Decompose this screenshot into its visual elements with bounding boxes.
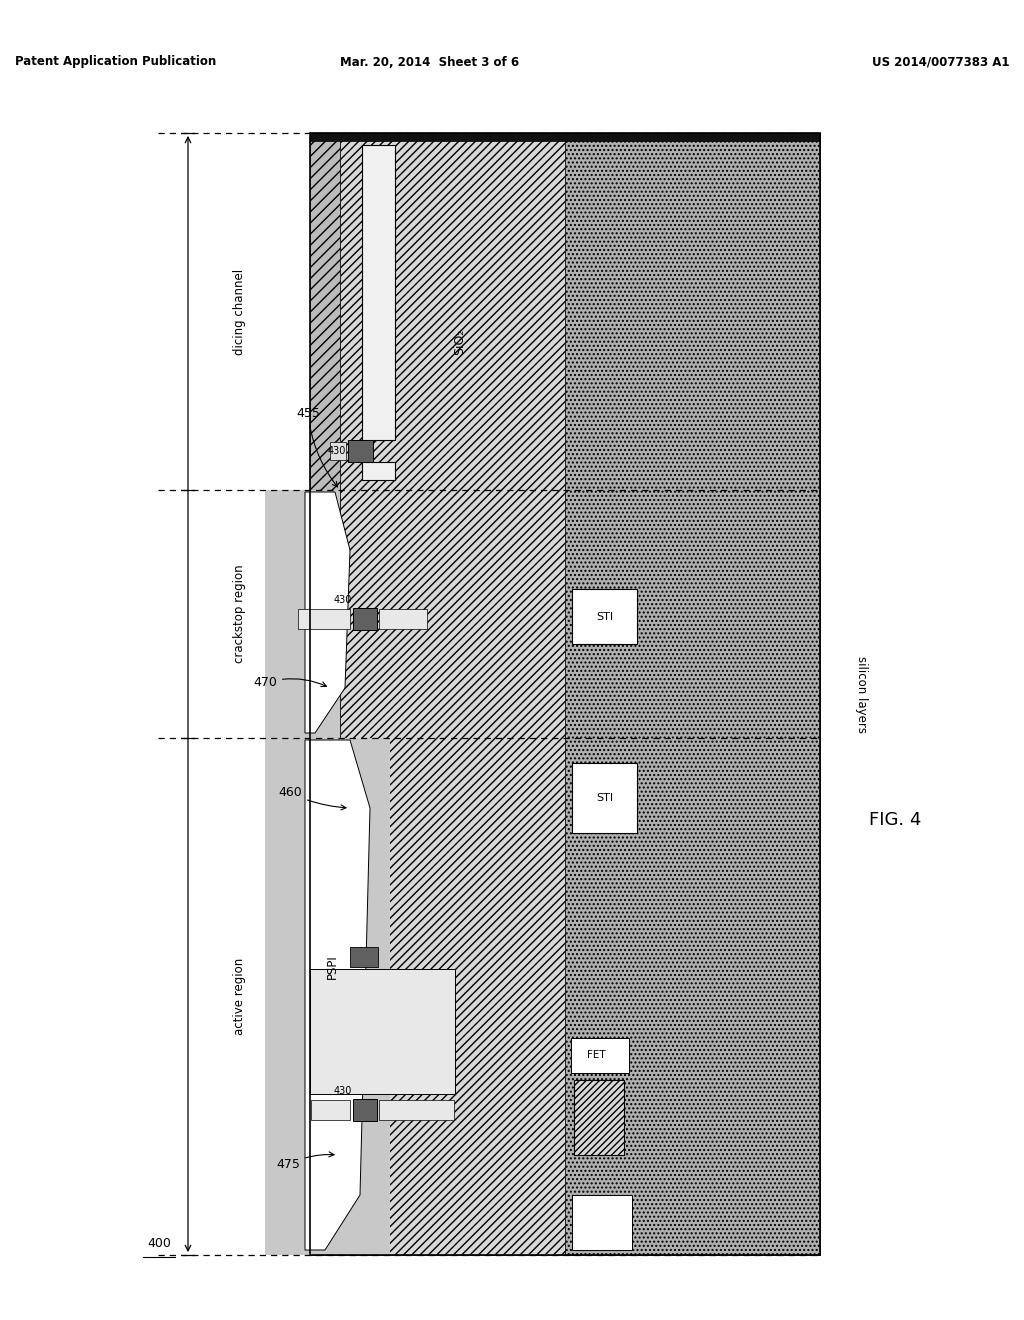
Bar (350, 946, 378, 968)
Bar (362, 145, 395, 440)
Text: SiO₂: SiO₂ (454, 329, 467, 355)
Polygon shape (305, 741, 370, 1250)
Text: active region: active region (233, 958, 247, 1035)
Text: 400: 400 (147, 1237, 171, 1250)
Text: Mar. 20, 2014  Sheet 3 of 6: Mar. 20, 2014 Sheet 3 of 6 (340, 55, 519, 69)
Text: 475: 475 (276, 1152, 334, 1172)
Text: 470: 470 (253, 676, 327, 689)
Bar (574, 1080, 624, 1155)
Text: US 2014/0077383 A1: US 2014/0077383 A1 (872, 55, 1010, 69)
Bar (310, 969, 455, 1094)
Bar (572, 1195, 632, 1250)
Bar (310, 133, 340, 1255)
Text: 430: 430 (334, 595, 352, 605)
Bar (348, 440, 373, 462)
Bar (265, 738, 390, 1255)
Text: 455: 455 (296, 407, 338, 487)
Text: STI: STI (596, 611, 613, 622)
Bar (353, 609, 377, 630)
Bar (310, 133, 820, 1255)
Bar (311, 1100, 350, 1119)
Bar (298, 609, 350, 630)
Text: 430: 430 (328, 446, 346, 455)
Text: FET: FET (587, 1049, 605, 1060)
Text: STI: STI (596, 793, 613, 803)
Text: silicon layers: silicon layers (855, 656, 868, 733)
Text: Patent Application Publication: Patent Application Publication (15, 55, 216, 69)
Bar (571, 1038, 629, 1073)
Text: FIG. 4: FIG. 4 (868, 810, 922, 829)
Polygon shape (305, 492, 350, 733)
Bar (330, 442, 346, 459)
Bar (565, 133, 820, 1255)
Bar (572, 763, 637, 833)
Text: 460: 460 (279, 787, 346, 810)
Bar (310, 133, 820, 141)
Bar (340, 133, 565, 1255)
Text: 430: 430 (334, 1086, 352, 1096)
Bar (265, 490, 340, 738)
Text: dicing channel: dicing channel (233, 268, 247, 355)
Bar (379, 609, 427, 630)
Bar (572, 589, 637, 644)
Bar (353, 1100, 377, 1121)
Text: crackstop region: crackstop region (233, 565, 247, 664)
Bar (379, 1100, 454, 1119)
Bar (362, 462, 395, 480)
Text: PSPI: PSPI (326, 954, 339, 979)
